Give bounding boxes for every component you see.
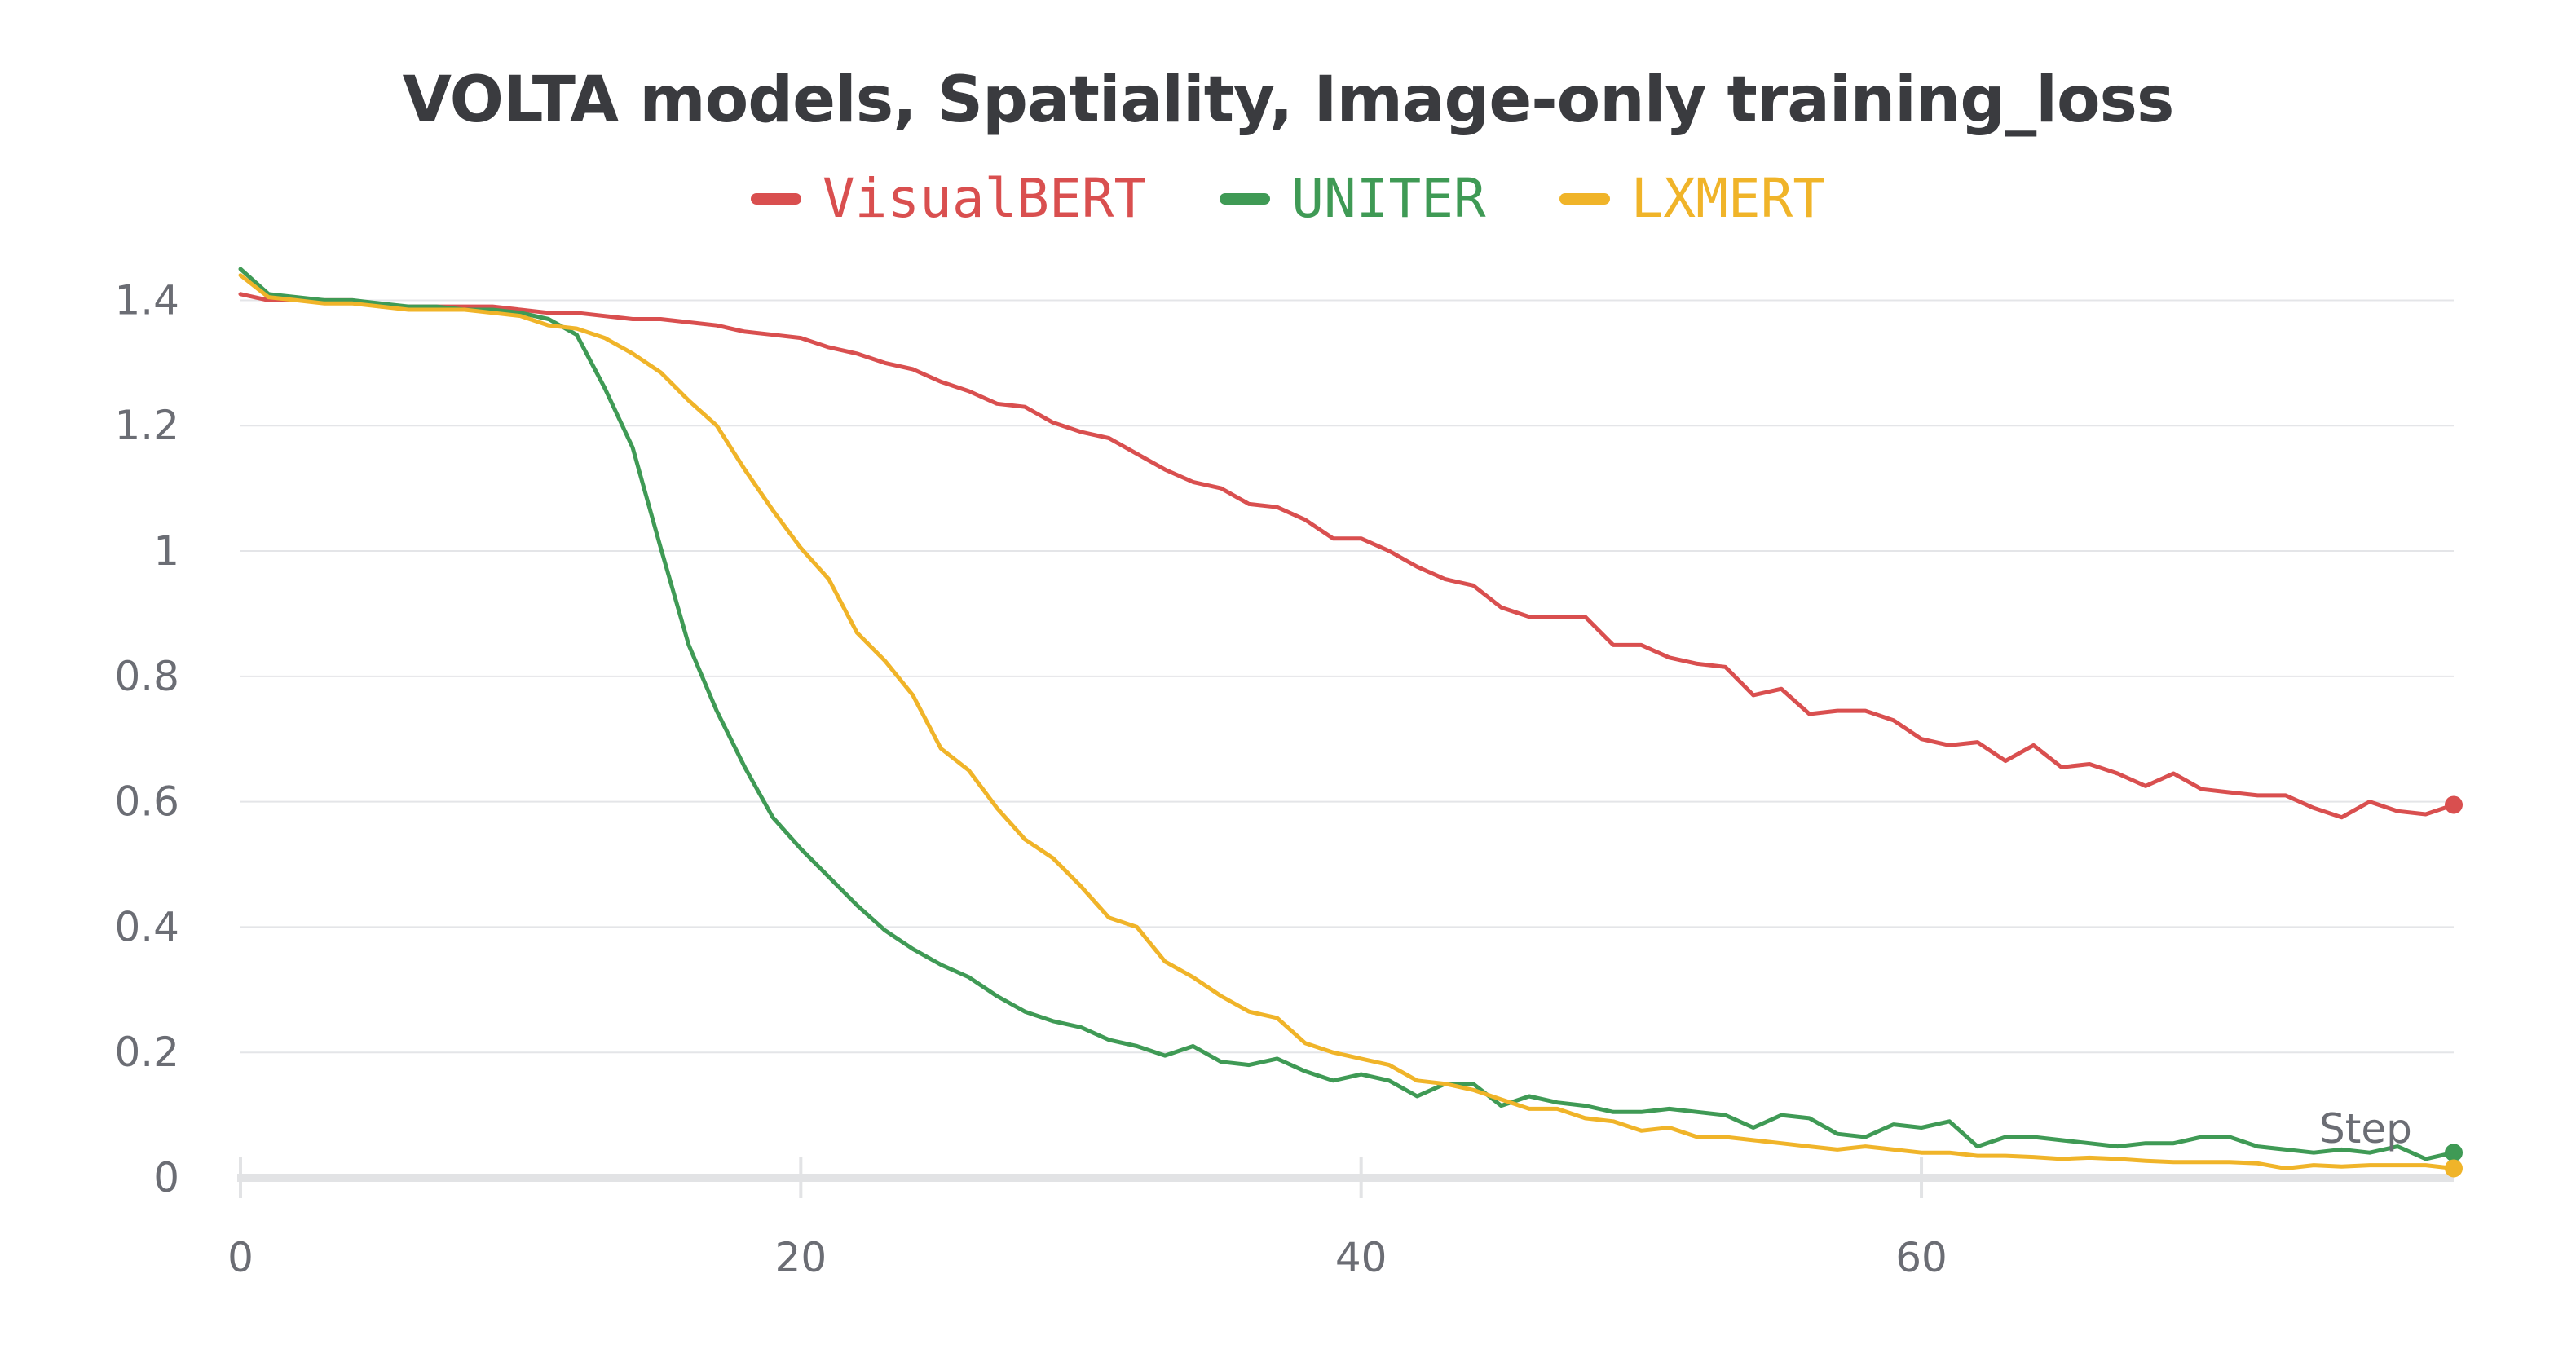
legend-label-lxmert: LXMERT: [1630, 167, 1826, 230]
x-tick-label: 20: [775, 1234, 827, 1281]
chart-title: VOLTA models, Spatiality, Image-only tra…: [402, 64, 2175, 137]
y-tick-label: 0: [153, 1154, 179, 1201]
x-axis: 0 20 40 60: [227, 1157, 2454, 1281]
x-axis-label: Step: [2319, 1105, 2412, 1152]
x-tick-label: 40: [1335, 1234, 1387, 1281]
series-lines: [238, 267, 2463, 1178]
legend-item-lxmert[interactable]: LXMERT: [1559, 167, 1825, 230]
legend-item-visualbert[interactable]: VisualBERT: [750, 167, 1147, 230]
series-line-uniter: [238, 267, 2456, 1161]
y-tick-label: 0.2: [114, 1029, 179, 1076]
y-axis: 0 0.2 0.4 0.6 0.8 1 1.2 1.4: [114, 276, 179, 1201]
series-line-visualbert: [238, 292, 2456, 820]
y-tick-label: 0.6: [114, 778, 179, 826]
series-end-marker-uniter: [2445, 1144, 2463, 1162]
legend-swatch-uniter: [1220, 192, 1271, 205]
series-line-lxmert: [238, 273, 2456, 1170]
legend-swatch-lxmert: [1559, 192, 1610, 205]
legend-label-uniter: UNITER: [1291, 167, 1486, 230]
y-tick-label: 1.2: [114, 402, 179, 449]
x-tick-label: 60: [1895, 1234, 1947, 1281]
y-tick-label: 1: [153, 527, 179, 575]
x-tick-label: 0: [227, 1234, 254, 1281]
series-end-marker-lxmert: [2445, 1159, 2463, 1178]
series-end-marker-visualbert: [2445, 795, 2463, 814]
y-tick-label: 0.4: [114, 903, 179, 950]
legend-swatch-visualbert: [750, 192, 801, 205]
y-tick-label: 1.4: [114, 276, 179, 324]
legend-item-uniter[interactable]: UNITER: [1220, 167, 1486, 230]
legend-label-visualbert: VisualBERT: [822, 167, 1147, 230]
legend: VisualBERT UNITER LXMERT: [0, 167, 2576, 230]
gridlines: [240, 299, 2454, 1054]
y-tick-label: 0.8: [114, 653, 179, 700]
